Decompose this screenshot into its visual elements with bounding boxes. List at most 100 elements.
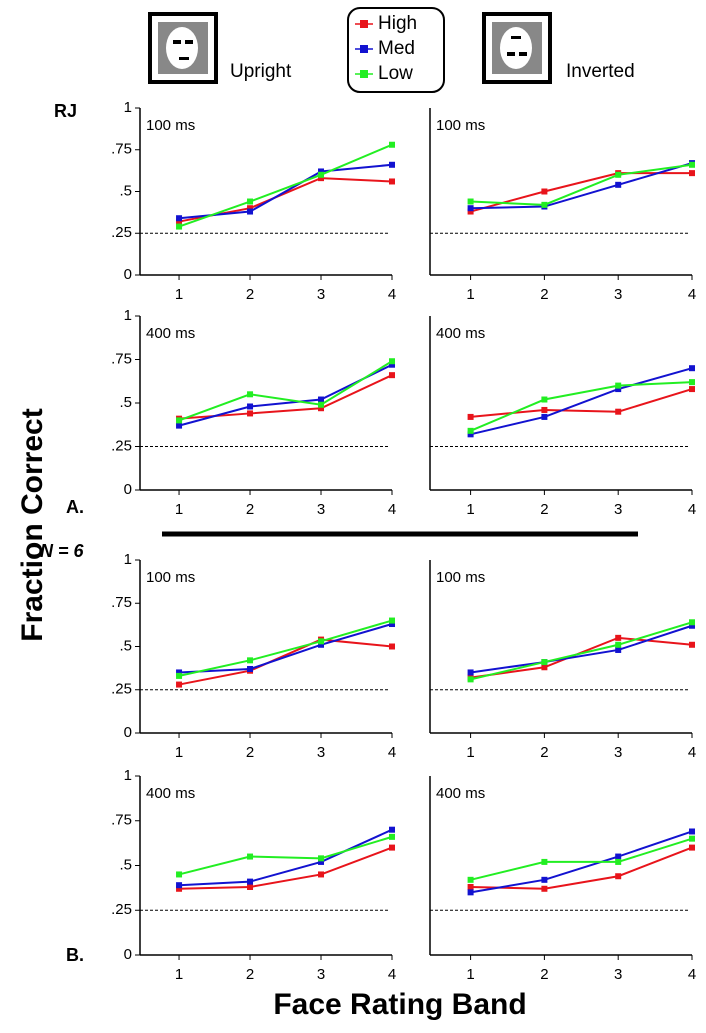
point bbox=[467, 676, 474, 683]
point bbox=[541, 876, 548, 883]
point bbox=[247, 657, 254, 664]
point bbox=[176, 215, 183, 222]
point bbox=[247, 665, 254, 672]
point bbox=[615, 408, 622, 415]
point bbox=[318, 855, 325, 862]
x-tick-label: 3 bbox=[614, 744, 622, 761]
panel-title: 400 ms bbox=[436, 785, 485, 802]
series-line bbox=[470, 624, 693, 674]
x-tick-label: 4 bbox=[688, 966, 696, 983]
point bbox=[689, 170, 695, 177]
series-line bbox=[178, 638, 393, 686]
point bbox=[467, 431, 474, 438]
x-tick-label: 3 bbox=[317, 744, 325, 761]
legend-label: Low bbox=[378, 63, 413, 84]
x-tick-label: 1 bbox=[175, 286, 183, 303]
series-line bbox=[178, 143, 393, 228]
y-tick-label: .75 bbox=[111, 594, 132, 611]
point bbox=[247, 878, 254, 885]
point bbox=[615, 641, 622, 648]
x-tick-label: 2 bbox=[540, 744, 548, 761]
point bbox=[467, 889, 474, 896]
point bbox=[176, 681, 183, 688]
x-tick-label: 2 bbox=[246, 286, 254, 303]
upright-icon bbox=[148, 12, 218, 84]
point bbox=[615, 873, 622, 880]
series-line bbox=[470, 846, 693, 890]
x-axis-title: Face Rating Band bbox=[273, 988, 526, 1021]
point bbox=[615, 382, 622, 389]
x-tick-label: 1 bbox=[466, 966, 474, 983]
x-tick-label: 2 bbox=[246, 744, 254, 761]
series-line bbox=[178, 828, 393, 887]
column-label: Inverted bbox=[566, 61, 635, 82]
series-line bbox=[470, 163, 693, 206]
panel-label: A. bbox=[66, 497, 84, 517]
point bbox=[318, 175, 325, 182]
panel-title: 400 ms bbox=[436, 325, 485, 342]
x-tick-label: 2 bbox=[540, 966, 548, 983]
series-line bbox=[178, 835, 393, 876]
panel-title: 100 ms bbox=[146, 569, 195, 586]
y-tick-label: 1 bbox=[124, 307, 132, 324]
point bbox=[689, 161, 695, 168]
point bbox=[389, 844, 395, 851]
x-tick-label: 3 bbox=[317, 286, 325, 303]
point bbox=[615, 858, 622, 865]
point bbox=[389, 372, 395, 379]
legend-box bbox=[347, 7, 445, 93]
x-tick-label: 4 bbox=[388, 286, 396, 303]
point bbox=[541, 885, 548, 892]
panel-title: 100 ms bbox=[146, 117, 195, 134]
panel-title: 100 ms bbox=[436, 117, 485, 134]
y-tick-label: 0 bbox=[124, 946, 132, 963]
y-tick-label: .25 bbox=[111, 224, 132, 241]
point bbox=[541, 201, 548, 208]
panel-title: 100 ms bbox=[436, 569, 485, 586]
series-line bbox=[470, 837, 693, 881]
point bbox=[389, 833, 395, 840]
point bbox=[615, 646, 622, 653]
series-line bbox=[178, 623, 393, 674]
series-line bbox=[470, 621, 693, 681]
point bbox=[247, 208, 254, 215]
y-tick-label: 0 bbox=[124, 724, 132, 741]
y-tick-label: .25 bbox=[111, 437, 132, 454]
point bbox=[467, 883, 474, 890]
point bbox=[541, 858, 548, 865]
point bbox=[541, 188, 548, 195]
point bbox=[389, 141, 395, 148]
point bbox=[467, 208, 474, 215]
point bbox=[389, 178, 395, 185]
point bbox=[467, 205, 474, 212]
point bbox=[389, 161, 395, 168]
point bbox=[247, 198, 254, 205]
point bbox=[176, 885, 183, 892]
legend-label: Med bbox=[378, 38, 415, 59]
series-line bbox=[178, 360, 393, 422]
x-tick-label: 3 bbox=[614, 286, 622, 303]
series-line bbox=[178, 619, 393, 677]
y-tick-label: 1 bbox=[124, 99, 132, 116]
point bbox=[318, 396, 325, 403]
x-tick-label: 1 bbox=[466, 501, 474, 518]
point bbox=[541, 413, 548, 420]
series-line bbox=[470, 367, 693, 436]
y-tick-label: 0 bbox=[124, 481, 132, 498]
n-label: N = 6 bbox=[40, 541, 85, 561]
point bbox=[389, 358, 395, 365]
point bbox=[389, 617, 395, 624]
x-tick-label: 2 bbox=[246, 501, 254, 518]
point bbox=[318, 171, 325, 178]
x-tick-label: 3 bbox=[614, 501, 622, 518]
point bbox=[541, 396, 548, 403]
point bbox=[176, 669, 183, 676]
y-tick-label: .75 bbox=[111, 141, 132, 158]
column-label: Upright bbox=[230, 61, 292, 82]
point bbox=[176, 223, 183, 230]
x-tick-label: 3 bbox=[614, 966, 622, 983]
x-tick-label: 4 bbox=[388, 501, 396, 518]
y-tick-label: .75 bbox=[111, 350, 132, 367]
x-tick-label: 1 bbox=[175, 744, 183, 761]
point bbox=[467, 413, 474, 420]
